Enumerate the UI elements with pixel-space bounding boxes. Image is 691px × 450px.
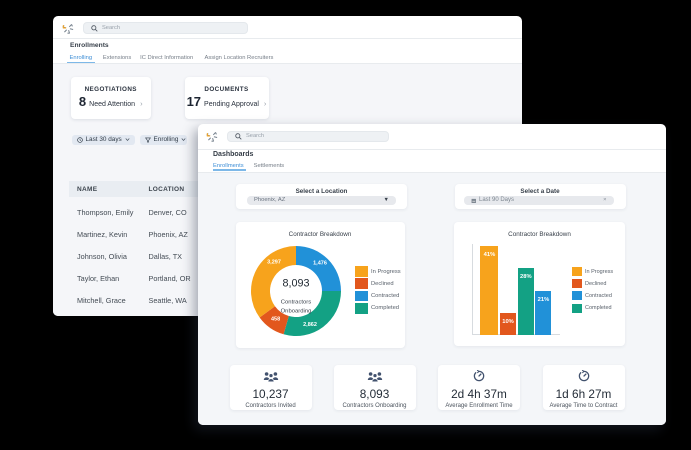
svg-text:Contractors: Contractors bbox=[281, 299, 312, 305]
svg-text:Onboarding: Onboarding bbox=[281, 309, 312, 315]
svg-text:2,862: 2,862 bbox=[303, 322, 317, 328]
svg-text:8,093: 8,093 bbox=[282, 278, 309, 290]
svg-text:3,297: 3,297 bbox=[267, 259, 281, 265]
svg-text:1,476: 1,476 bbox=[313, 261, 327, 267]
svg-text:458: 458 bbox=[271, 317, 280, 323]
